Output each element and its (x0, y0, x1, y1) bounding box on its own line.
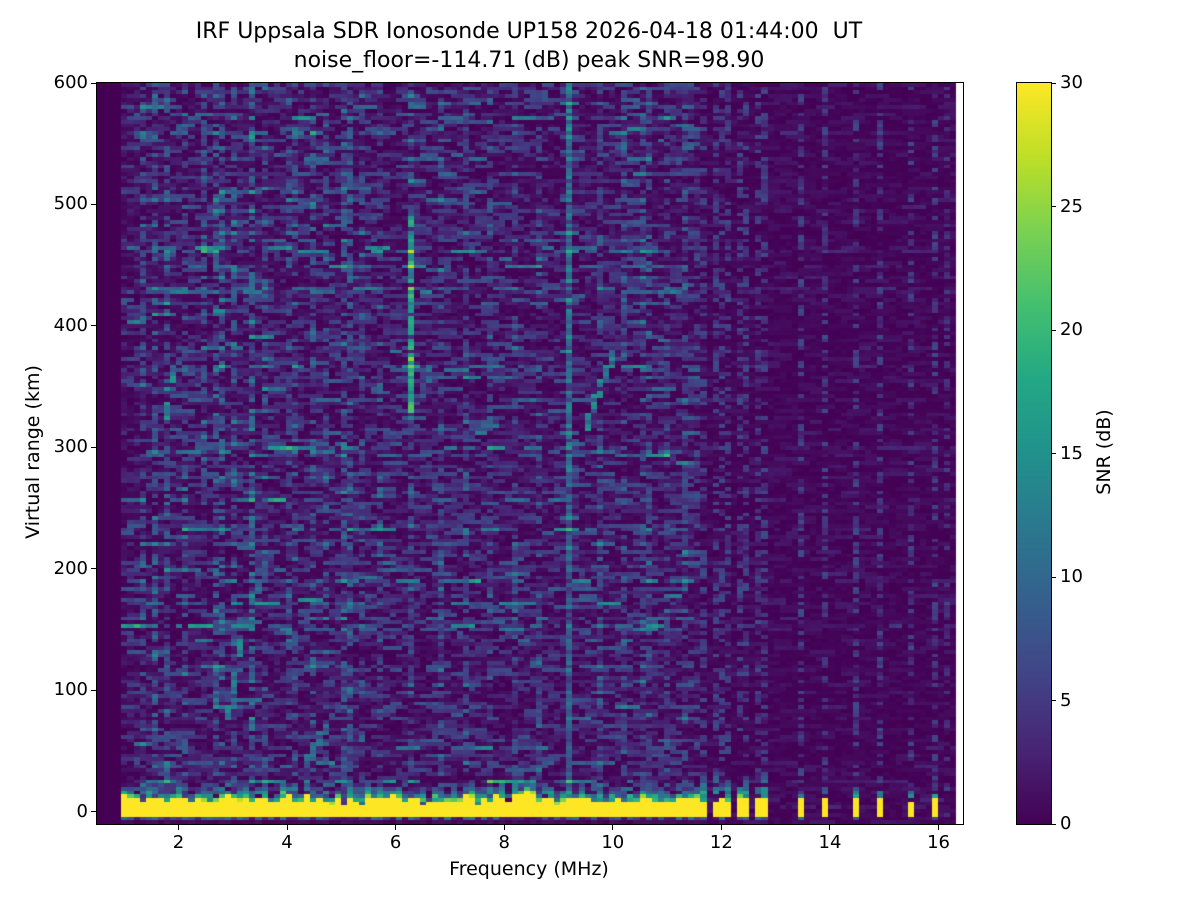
x-tick (395, 825, 397, 830)
ionogram-heatmap-canvas (97, 83, 963, 824)
y-tick-label: 600 (53, 72, 88, 93)
colorbar-tick-label: 10 (1060, 566, 1083, 587)
x-tick-label: 6 (389, 832, 402, 853)
colorbar-tick-label: 30 (1060, 72, 1083, 93)
x-tick-label: 16 (927, 832, 951, 853)
y-tick-label: 300 (53, 436, 88, 458)
x-tick (938, 825, 940, 830)
x-tick (720, 825, 722, 830)
x-tick (503, 825, 505, 830)
colorbar-tick (1052, 453, 1056, 454)
x-tick-label: 12 (709, 832, 733, 853)
y-tick (91, 325, 96, 327)
x-tick-label: 8 (498, 832, 510, 853)
colorbar-tick (1052, 206, 1056, 207)
x-tick (829, 825, 831, 830)
colorbar-tick (1052, 823, 1056, 825)
colorbar-tick-label: 20 (1060, 319, 1083, 340)
colorbar-tick (1052, 82, 1056, 84)
figure-title: IRF Uppsala SDR Ionosonde UP158 2026-04-… (195, 19, 863, 44)
y-tick (91, 568, 96, 570)
y-tick-label: 400 (53, 314, 88, 336)
x-tick-label: 10 (601, 832, 625, 853)
colorbar-tick (1052, 576, 1056, 578)
y-tick-label: 0 (76, 800, 88, 822)
y-tick (91, 82, 96, 84)
colorbar-tick-label: 0 (1060, 813, 1072, 834)
y-tick-label: 100 (53, 679, 88, 701)
colorbar-tick-label: 25 (1060, 195, 1083, 217)
colorbar-tick-label: 15 (1060, 442, 1083, 464)
y-tick-label: 200 (53, 557, 88, 579)
x-tick (177, 825, 179, 830)
x-tick-label: 2 (172, 832, 185, 853)
x-tick (612, 825, 614, 830)
x-tick (286, 825, 288, 830)
colorbar-tick-label: 5 (1060, 689, 1072, 711)
x-axis-label: Frequency (MHz) (449, 858, 609, 880)
y-tick (91, 203, 96, 205)
heatmap-plot-area (96, 82, 964, 825)
colorbar (1016, 82, 1052, 825)
y-tick (91, 811, 96, 813)
y-tick (91, 689, 96, 691)
x-tick-label: 4 (281, 832, 293, 853)
y-tick-label: 500 (53, 193, 88, 215)
x-tick-label: 14 (818, 832, 842, 853)
colorbar-tick (1052, 329, 1056, 331)
y-tick (91, 446, 96, 448)
figure-subtitle: noise_floor=-114.71 (dB) peak SNR=98.90 (293, 48, 765, 73)
colorbar-tick (1052, 700, 1056, 701)
